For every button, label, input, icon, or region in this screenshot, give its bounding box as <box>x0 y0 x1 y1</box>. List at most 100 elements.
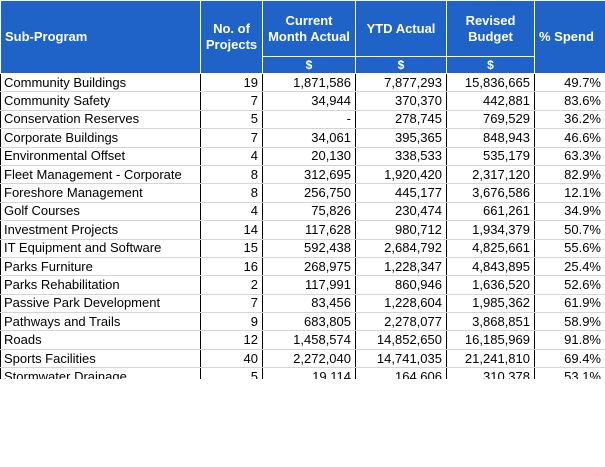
cell-sub-program: Conservation Reserves <box>0 110 201 130</box>
cell-revised-budget: 310,378 <box>446 367 535 379</box>
table-row: Pathways and Trails 9 683,805 2,278,077 3,86… <box>0 312 605 332</box>
cell-spend: 46.6% <box>534 128 605 148</box>
cell-sub-program: Pathways and Trails <box>0 312 201 332</box>
cell-revised-budget: 16,185,969 <box>446 330 535 350</box>
cell-current-month: 312,695 <box>262 165 356 185</box>
col-header-projects: No. of Projects <box>200 0 263 74</box>
cell-ytd: 2,278,077 <box>355 312 447 332</box>
cell-revised-budget: 769,529 <box>446 110 535 130</box>
cell-current-month: - <box>262 110 356 130</box>
cell-sub-program: Sports Facilities <box>0 349 201 369</box>
cell-current-month: 1,871,586 <box>262 72 356 93</box>
cell-revised-budget: 4,843,895 <box>446 257 535 277</box>
cell-sub-program: Foreshore Management <box>0 183 201 203</box>
cell-spend: 91.8% <box>534 330 605 350</box>
cell-projects: 40 <box>200 349 263 369</box>
cell-projects: 8 <box>200 183 263 203</box>
cell-sub-program: Parks Rehabilitation <box>0 275 201 295</box>
cell-sub-program: IT Equipment and Software <box>0 239 201 258</box>
cell-sub-program: Corporate Buildings <box>0 128 201 148</box>
cell-projects: 16 <box>200 257 263 277</box>
cell-current-month: 268,975 <box>262 257 356 277</box>
table-row: Fleet Management - Corporate 8 312,695 1,92… <box>0 165 605 185</box>
cell-current-month: 117,628 <box>262 220 356 240</box>
col-header-ytd: YTD Actual <box>355 0 447 57</box>
cell-sub-program: Passive Park Development <box>0 294 201 314</box>
cell-revised-budget: 848,943 <box>446 128 535 148</box>
cell-spend: 55.6% <box>534 239 605 258</box>
table-row: Stormwater Drainage 5 19,114 164,606 310,378… <box>0 367 605 379</box>
currency-label-ytd: $ <box>355 56 447 74</box>
currency-label-current: $ <box>262 56 356 74</box>
cell-projects: 5 <box>200 367 263 379</box>
cell-sub-program: Golf Courses <box>0 202 201 222</box>
cell-spend: 50.7% <box>534 220 605 240</box>
cell-projects: 4 <box>200 147 263 166</box>
cell-spend: 61.9% <box>534 294 605 314</box>
cell-revised-budget: 3,868,851 <box>446 312 535 332</box>
table-row: Parks Furniture 16 268,975 1,228,347 4,843,8… <box>0 257 605 277</box>
cell-current-month: 117,991 <box>262 275 356 295</box>
cell-ytd: 7,877,293 <box>355 72 447 93</box>
cell-current-month: 19,114 <box>262 367 356 379</box>
cell-projects: 7 <box>200 294 263 314</box>
col-header-current-month: Current Month Actual <box>262 0 356 57</box>
cell-ytd: 2,684,792 <box>355 239 447 258</box>
cell-projects: 9 <box>200 312 263 332</box>
table-row: Conservation Reserves 5-278,745 769,529 36.… <box>0 110 605 130</box>
cell-current-month: 592,438 <box>262 239 356 258</box>
table-row: Roads 12 1,458,574 14,852,650 16,185,969 91.8… <box>0 330 605 350</box>
cell-ytd: 164,606 <box>355 367 447 379</box>
cell-current-month: 683,805 <box>262 312 356 332</box>
cell-ytd: 278,745 <box>355 110 447 130</box>
table-row: Passive Park Development 7 83,456 1,228,604… <box>0 294 605 314</box>
table-row: Corporate Buildings 7 34,061 395,365 848,943… <box>0 128 605 148</box>
cell-ytd: 1,920,420 <box>355 165 447 185</box>
cell-ytd: 1,228,347 <box>355 257 447 277</box>
table-row: Sports Facilities 40 2,272,040 14,741,035 21… <box>0 349 605 369</box>
cell-ytd: 14,741,035 <box>355 349 447 369</box>
cell-current-month: 34,944 <box>262 91 356 111</box>
cell-current-month: 1,458,574 <box>262 330 356 350</box>
cell-spend: 53.1% <box>534 367 605 379</box>
cell-sub-program: Investment Projects <box>0 220 201 240</box>
cell-projects: 8 <box>200 165 263 185</box>
cell-ytd: 860,946 <box>355 275 447 295</box>
cell-projects: 15 <box>200 239 263 258</box>
cell-projects: 7 <box>200 91 263 111</box>
cell-projects: 19 <box>200 72 263 93</box>
cell-ytd: 338,533 <box>355 147 447 166</box>
cell-spend: 58.9% <box>534 312 605 332</box>
table-row: Foreshore Management 8 256,750 445,177 3,676… <box>0 183 605 203</box>
cell-spend: 36.2% <box>534 110 605 130</box>
cell-spend: 69.4% <box>534 349 605 369</box>
cell-ytd: 1,228,604 <box>355 294 447 314</box>
table-row: Community Buildings 19 1,871,586 7,877,293 1… <box>0 72 605 93</box>
col-header-spend: % Spend <box>534 0 605 74</box>
table-body: Community Buildings 19 1,871,586 7,877,293 1… <box>0 72 605 379</box>
cell-sub-program: Environmental Offset <box>0 147 201 166</box>
cell-ytd: 980,712 <box>355 220 447 240</box>
cell-revised-budget: 1,985,362 <box>446 294 535 314</box>
cell-ytd: 370,370 <box>355 91 447 111</box>
cell-projects: 12 <box>200 330 263 350</box>
cell-projects: 4 <box>200 202 263 222</box>
cell-spend: 34.9% <box>534 202 605 222</box>
table-header: Sub-Program No. of Projects Current Mont… <box>0 0 605 74</box>
cell-ytd: 14,852,650 <box>355 330 447 350</box>
cell-spend: 82.9% <box>534 165 605 185</box>
cell-sub-program: Community Buildings <box>0 72 201 93</box>
cell-revised-budget: 21,241,810 <box>446 349 535 369</box>
cell-projects: 5 <box>200 110 263 130</box>
cell-revised-budget: 442,881 <box>446 91 535 111</box>
cell-ytd: 445,177 <box>355 183 447 203</box>
cell-spend: 25.4% <box>534 257 605 277</box>
cell-ytd: 395,365 <box>355 128 447 148</box>
cell-revised-budget: 15,836,665 <box>446 72 535 93</box>
cell-sub-program: Parks Furniture <box>0 257 201 277</box>
cell-projects: 2 <box>200 275 263 295</box>
cell-ytd: 230,474 <box>355 202 447 222</box>
cell-current-month: 34,061 <box>262 128 356 148</box>
table-row: Community Safety 7 34,944 370,370 442,881 83.… <box>0 91 605 111</box>
cell-current-month: 75,826 <box>262 202 356 222</box>
